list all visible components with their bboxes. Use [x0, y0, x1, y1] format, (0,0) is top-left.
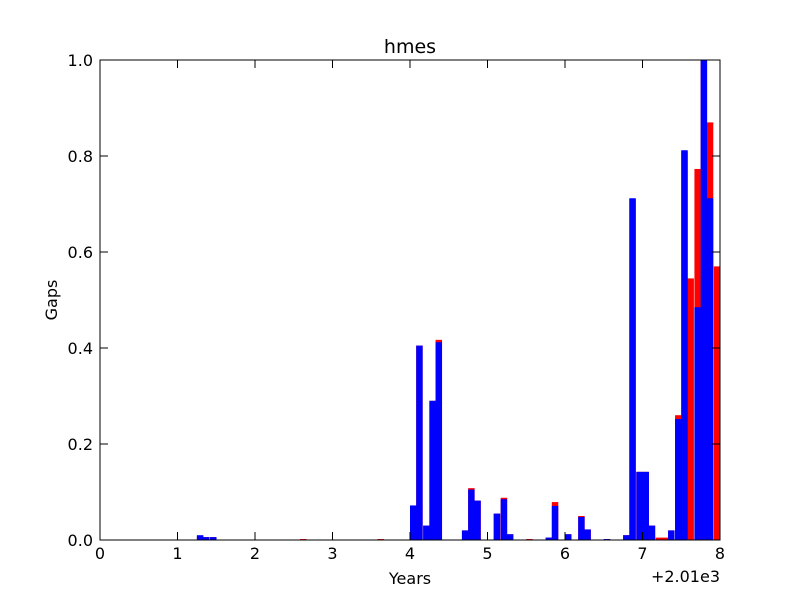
x-tick-label-5: 5 [482, 544, 492, 563]
bar-series-2-28 [694, 307, 701, 540]
bar-series-2-26 [675, 419, 682, 540]
bar-series-2-27 [681, 150, 688, 541]
bar-series-2-11 [493, 513, 501, 540]
bar-series-2-17 [578, 516, 585, 540]
bar-series-1-33 [687, 278, 694, 540]
bar-series-2-15 [551, 505, 559, 540]
y-axis-label: Gaps [42, 280, 61, 321]
bar-series-2-21 [629, 198, 636, 541]
bar-series-2-10 [474, 500, 481, 540]
bar-series-2-20 [623, 535, 630, 540]
bar-series-2-23 [642, 471, 649, 540]
plot-area [100, 60, 720, 540]
x-axis-offset-label: +2.01e3 [651, 567, 720, 586]
x-tick-label-6: 6 [560, 544, 570, 563]
bar-series-2-3 [410, 505, 417, 540]
bars-layer [196, 60, 721, 541]
bar-series-2-0 [196, 535, 204, 540]
bar-series-2-29 [700, 60, 708, 540]
ticks-layer: 0 1 2 3 4 5 6 7 8 0.0 0.2 0.4 0.6 0.8 1.0 [68, 51, 726, 563]
bar-series-1-28 [655, 537, 663, 540]
bar-series-2-5 [423, 525, 430, 540]
bar-series-2-30 [706, 198, 714, 541]
x-tick-label-3: 3 [327, 544, 337, 563]
x-tick-label-8: 8 [715, 544, 725, 563]
x-tick-label-4: 4 [405, 544, 415, 563]
chart-title: hmes [384, 36, 436, 58]
bar-series-2-22 [636, 471, 643, 540]
bar-series-2-6 [429, 400, 436, 540]
bar-series-2-4 [416, 345, 423, 540]
bar-series-2-9 [468, 489, 475, 540]
y-tick-label-1: 0.2 [68, 435, 93, 454]
x-tick-label-7: 7 [637, 544, 647, 563]
y-tick-label-0: 0.0 [68, 531, 93, 550]
bar-series-2-25 [668, 530, 675, 540]
bar-series-2-14 [545, 537, 553, 540]
bar-series-2-2 [210, 537, 217, 540]
bar-series-2-18 [584, 529, 591, 540]
bar-series-2-1 [203, 537, 210, 540]
bar-series-1-29 [661, 537, 669, 540]
bar-series-1-37 [713, 266, 721, 540]
bar-series-2-16 [565, 534, 572, 540]
bar-series-2-7 [435, 342, 443, 540]
bar-series-2-12 [500, 499, 508, 540]
y-tick-label-5: 1.0 [68, 51, 93, 70]
y-tick-label-3: 0.6 [68, 243, 93, 262]
x-axis-label: Years [388, 569, 431, 588]
x-tick-label-2: 2 [250, 544, 260, 563]
x-tick-label-0: 0 [95, 544, 105, 563]
y-tick-label-4: 0.8 [68, 147, 93, 166]
bar-series-2-13 [506, 534, 514, 540]
bar-series-2-24 [648, 525, 656, 540]
bar-series-2-8 [461, 530, 469, 540]
y-tick-label-2: 0.4 [68, 339, 93, 358]
x-tick-label-1: 1 [172, 544, 182, 563]
